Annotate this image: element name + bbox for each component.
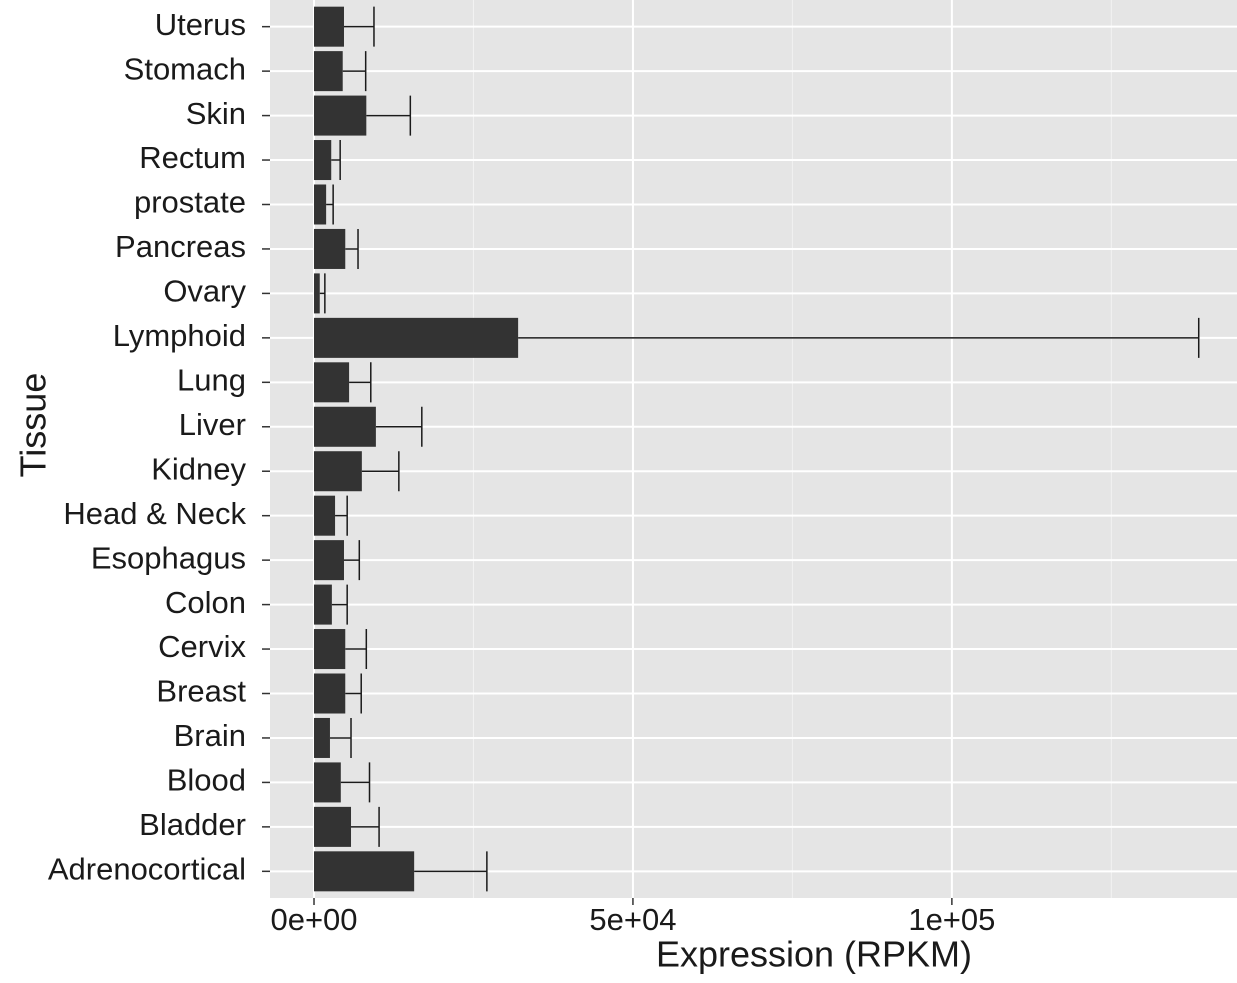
error-bar — [361, 451, 400, 492]
x-axis-title: Expression (RPKM) — [656, 934, 972, 975]
y-tick-label: Skin — [186, 96, 246, 131]
y-tick-label: Uterus — [155, 7, 246, 42]
x-tick-label: 0e+00 — [270, 902, 357, 937]
y-tick-label: Cervix — [158, 629, 246, 664]
error-bar — [345, 629, 368, 670]
y-tick-label: Blood — [167, 763, 246, 798]
error-bar — [335, 495, 348, 536]
y-tick-label: Liver — [179, 407, 246, 442]
bar — [314, 717, 330, 758]
y-tick-label: Esophagus — [91, 540, 246, 575]
y-tick-label: Pancreas — [115, 229, 246, 264]
panel — [270, 0, 1237, 898]
y-axis-title: Tissue — [13, 373, 54, 478]
bar — [314, 184, 327, 225]
bar — [314, 851, 415, 892]
x-tick-label: 1e+05 — [908, 902, 995, 937]
error-bar — [319, 273, 326, 314]
error-bar — [343, 540, 361, 581]
bar — [314, 51, 343, 92]
error-bar — [345, 673, 362, 714]
error-bar — [345, 228, 359, 269]
bar — [314, 362, 350, 403]
y-tick-label: Lymphoid — [113, 318, 246, 353]
bar — [314, 540, 344, 581]
error-bar — [340, 762, 371, 803]
y-tick-label: Head & Neck — [63, 496, 246, 531]
y-tick-label: Colon — [165, 585, 246, 620]
bar — [314, 495, 336, 536]
error-bar — [375, 406, 423, 447]
error-bar — [366, 95, 412, 136]
error-bar — [342, 51, 367, 92]
bar — [314, 406, 376, 447]
y-tick-label: prostate — [134, 185, 246, 220]
y-tick-label: Bladder — [139, 807, 246, 842]
y-tick-label: Lung — [177, 363, 246, 398]
bar — [314, 317, 519, 358]
y-tick-label: Ovary — [163, 274, 246, 309]
bar — [314, 451, 362, 492]
bar — [314, 95, 367, 136]
error-bar — [518, 317, 1200, 358]
y-tick-label: Stomach — [124, 51, 246, 86]
y-tick-label: Rectum — [139, 140, 246, 175]
error-bar — [351, 806, 380, 847]
y-tick-label: Kidney — [151, 451, 246, 486]
bar — [314, 273, 320, 314]
bar — [314, 584, 332, 625]
y-tick-label: Adrenocortical — [48, 852, 246, 887]
error-bar — [331, 584, 348, 625]
y-tick-label: Breast — [156, 674, 246, 709]
error-bar — [414, 851, 488, 892]
bar — [314, 140, 332, 181]
bar — [314, 629, 346, 670]
error-bar — [331, 140, 341, 181]
error-bar — [343, 6, 375, 47]
bar — [314, 673, 346, 714]
bar — [314, 6, 344, 47]
bar — [314, 762, 341, 803]
bar — [314, 228, 346, 269]
error-bar — [329, 717, 352, 758]
error-bar — [326, 184, 334, 225]
bar — [314, 806, 352, 847]
x-tick-label: 5e+04 — [589, 902, 676, 937]
y-tick-label: Brain — [174, 718, 246, 753]
error-bar — [349, 362, 372, 403]
